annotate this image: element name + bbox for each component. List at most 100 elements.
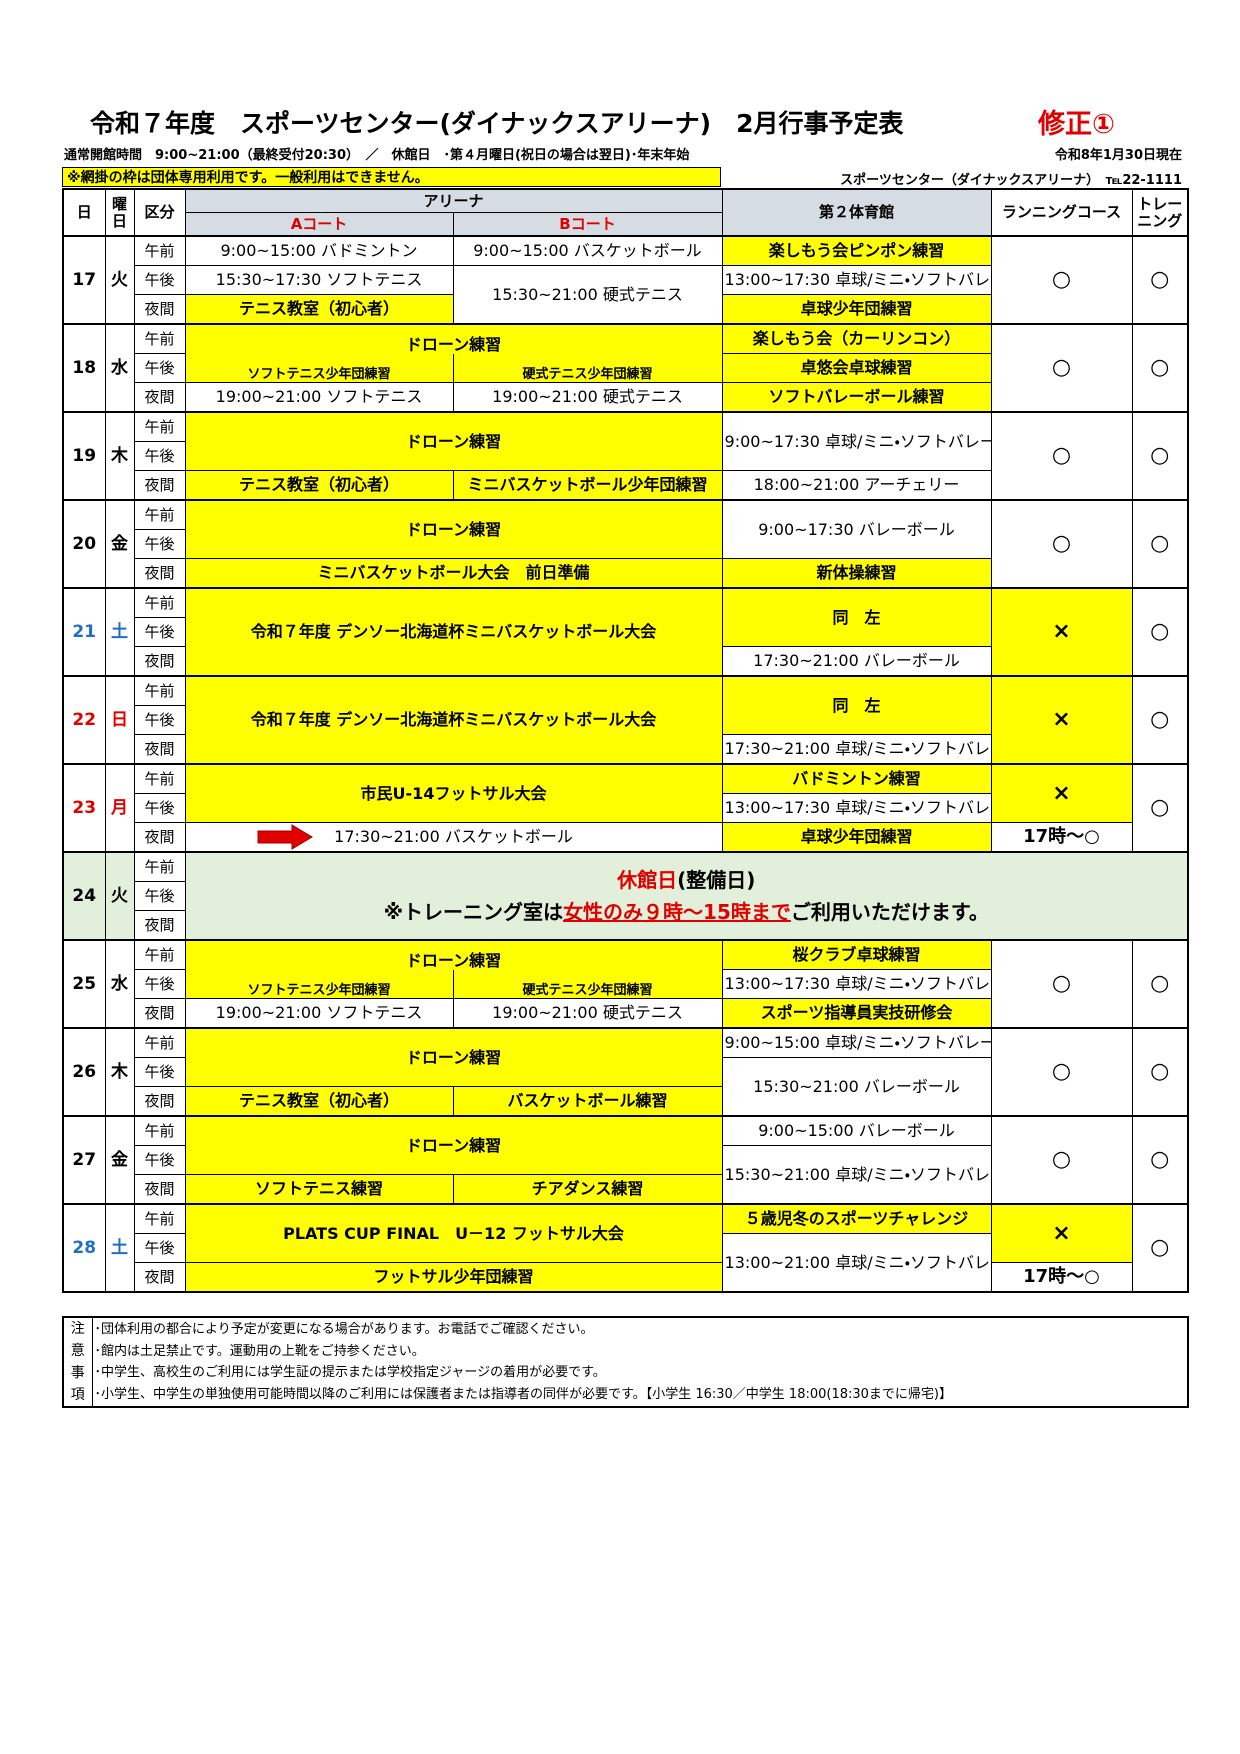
period: 午後 (133, 705, 186, 735)
col-a-court: Aコート (184, 212, 454, 237)
period: 夜間 (133, 910, 186, 941)
period: 午後 (133, 353, 186, 383)
schedule-cell: ○ (1131, 939, 1189, 1029)
weekday: 火 (104, 851, 135, 941)
weekday: 水 (104, 939, 135, 1029)
schedule-cell: ドローン練習 (184, 411, 723, 471)
schedule-row: 17 火午前 9:00~15:00 バドミントン 9:00~15:00 バスケットボー… (62, 235, 1189, 325)
schedule-cell: ○ (990, 499, 1133, 589)
schedule-row: 午後 (63, 705, 1188, 735)
col-training: トレーニング (1131, 188, 1189, 237)
schedule-cell: チアダンス練習 (452, 1174, 723, 1205)
note-item: ･団体利用の都合により予定が変更になる場合があります。お電話でご確認ください。 (91, 1317, 1189, 1341)
weekday: 水 (104, 323, 135, 413)
period: 午後 (133, 1233, 186, 1263)
period: 午後 (133, 1057, 186, 1087)
schedule-cell: ドローン練習 (184, 499, 723, 559)
period: 午前 (133, 1203, 186, 1234)
schedule-cell: テニス教室（初心者） (184, 1086, 454, 1117)
schedule-cell: 市民U-14フットサル大会 (184, 763, 723, 823)
schedule-cell: ○ (990, 1027, 1133, 1117)
schedule-row: 27 金午前 ドローン練習 9:00~15:00 バレーボール ○ ○ (62, 1115, 1189, 1205)
schedule-row: 夜間 19:00~21:00 ソフトテニス 19:00~21:00 硬式テニス ソフト… (63, 382, 1188, 413)
period: 午前 (133, 323, 186, 354)
closed-cell: 休館日(整備日) ※トレーニング室は女性のみ９時～15時までご利用いただけます。 (184, 851, 1189, 941)
schedule-cell: ○ (1131, 763, 1189, 853)
weekday: 月 (104, 763, 135, 853)
period: 午前 (133, 411, 186, 442)
weekday: 木 (104, 411, 135, 501)
schedule-row: 夜間 ミニバスケットボール大会 前日準備 新体操練習 (63, 558, 1188, 589)
period: 午後 (133, 529, 186, 559)
schedule-cell: ○ (990, 323, 1133, 413)
schedule-cell: 9:00~17:30 卓球/ミニ・ソフトバレー (721, 411, 992, 471)
schedule-cell: 17時～○ (990, 1262, 1133, 1293)
day-number: 19 (62, 411, 106, 501)
schedule-cell: 卓球少年団練習 (721, 294, 992, 325)
weekday: 土 (104, 1203, 135, 1293)
schedule-cell: 15:30~17:30 ソフトテニス (184, 265, 454, 295)
schedule-cell: バスケットボール練習 (452, 1086, 723, 1117)
schedule-cell: 桜クラブ卓球練習 (721, 939, 992, 970)
period: 午前 (133, 675, 186, 706)
schedule-cell: 令和７年度 デンソー北海道杯ミニバスケットボール大会 (184, 587, 723, 677)
schedule-row: 午後 (63, 617, 1188, 647)
schedule-cell: 13:00~21:00 卓球/ミニ・ソフトバレー (721, 1233, 992, 1293)
schedule-cell: ○ (1131, 499, 1189, 589)
schedule-cell: ソフトテニス少年団練習 (184, 353, 454, 383)
schedule-row: 午後 15:30~17:30 ソフトテニス 15:30~21:00 硬式テニス 13:… (63, 265, 1188, 325)
period: 午前 (133, 499, 186, 530)
day-number: 17 (62, 235, 106, 325)
schedule-cell: 19:00~21:00 硬式テニス (452, 382, 723, 413)
closed-text: (整備日) (677, 868, 756, 892)
schedule-cell: ドローン練習 (184, 323, 723, 354)
arrow (257, 824, 313, 850)
period: 午後 (133, 793, 186, 823)
note-row: ･小学生、中学生の単独使用可能時間以降のご利用には保護者または指導者の同伴が必要… (63, 1383, 1189, 1407)
schedule-cell: 硬式テニス少年団練習 (452, 353, 723, 383)
closed-text: ※トレーニング室は (383, 900, 564, 924)
schedule-cell: ○ (1131, 411, 1189, 501)
period: 午後 (133, 265, 186, 295)
schedule-cell: × (990, 763, 1133, 823)
weekday: 土 (104, 587, 135, 677)
day-number: 28 (62, 1203, 106, 1293)
period: 午後 (133, 881, 186, 911)
contact: スポーツセンター（ダイナックスアリーナ） ℡22-1111 (840, 173, 1182, 188)
schedule-row: 26 木午前 ドローン練習 9:00~15:00 卓球/ミニ・ソフトバレー ○ ○ (62, 1027, 1189, 1117)
period: 午後 (133, 1145, 186, 1175)
schedule-cell: ○ (1131, 323, 1189, 413)
schedule-cell: PLATS CUP FINAL U－12 フットサル大会 (184, 1203, 723, 1263)
closed-text: 休館日 (617, 868, 678, 892)
schedule-row: 夜間 17:30~21:00 バレーボール (63, 646, 1188, 677)
weekday: 木 (104, 1027, 135, 1117)
schedule-row: 夜間 17:30~21:00 バスケットボール 卓球少年団練習 17時～○ (63, 822, 1188, 853)
arrow-shape (257, 824, 313, 850)
schedule-cell: ○ (1131, 587, 1189, 677)
schedule-cell: 9:00~15:00 卓球/ミニ・ソフトバレー (721, 1027, 992, 1058)
schedule-cell: 同 左 (721, 587, 992, 647)
schedule-cell: × (990, 675, 1133, 765)
schedule-cell: ○ (1131, 675, 1189, 765)
day-number: 20 (62, 499, 106, 589)
day-number: 22 (62, 675, 106, 765)
note-item: ･小学生、中学生の単独使用可能時間以降のご利用には保護者または指導者の同伴が必要… (91, 1383, 1189, 1407)
schedule-cell: ○ (1131, 235, 1189, 325)
schedule-row: 夜間 フットサル少年団練習 17時～○ (63, 1262, 1188, 1293)
closed-line: 休館日(整備日) (188, 864, 1186, 896)
day-number: 27 (62, 1115, 106, 1205)
schedule-cell: スポーツ指導員実技研修会 (721, 998, 992, 1029)
period: 夜間 (133, 1174, 186, 1205)
period: 午前 (133, 763, 186, 794)
notice: ※網掛の枠は団体専用利用です。一般利用はできません。 (62, 167, 721, 187)
schedule-row: 午後 15:30~21:00 卓球/ミニ・ソフトバレー (63, 1145, 1188, 1205)
schedule-row: 夜間 17:30~21:00 卓球/ミニ・ソフトバレー (63, 734, 1188, 765)
schedule-row: 午後 (63, 881, 1188, 911)
schedule-cell: 17:30~21:00 バレーボール (721, 646, 992, 677)
schedule-cell: フットサル少年団練習 (184, 1262, 723, 1293)
schedule-row: 夜間 テニス教室（初心者） 卓球少年団練習 (63, 294, 1188, 325)
note-item: ･中学生、高校生のご利用には学生証の提示または学校指定ジャージの着用が必要です。 (91, 1361, 1189, 1384)
title: 令和７年度 スポーツセンター(ダイナックスアリーナ) 2月行事予定表 (90, 109, 904, 138)
note-row: ･館内は土足禁止です。運動用の上靴をご持参ください。 (63, 1340, 1189, 1362)
